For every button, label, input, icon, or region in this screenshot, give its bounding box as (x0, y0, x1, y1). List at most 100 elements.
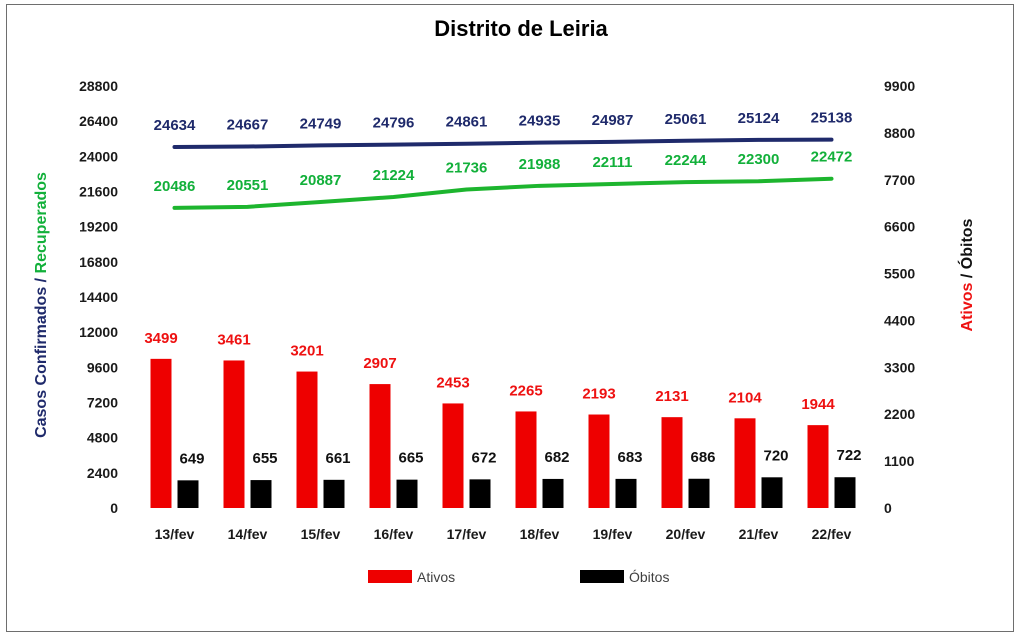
y-left-tick-label: 0 (110, 500, 118, 516)
y-right-tick-label: 9900 (884, 78, 915, 94)
y-right-tick-label: 6600 (884, 219, 915, 235)
ylabel-right-separator: / (959, 269, 976, 282)
bar-obitos (542, 478, 564, 508)
y-left-tick-label: 7200 (87, 395, 118, 411)
line-recuperados (172, 176, 834, 210)
data-label-recuperados: 20551 (227, 177, 269, 194)
data-label-recuperados: 20486 (154, 178, 196, 195)
y-left-tick-label: 21600 (79, 184, 118, 200)
legend: Ativos Óbitos (368, 569, 669, 585)
data-label-obitos: 686 (690, 449, 715, 466)
data-label-confirmados: 25138 (811, 110, 853, 127)
data-label-recuperados: 22300 (738, 151, 780, 168)
data-label-obitos: 665 (398, 450, 423, 467)
x-tick-label: 19/fev (593, 526, 633, 542)
data-label-recuperados: 22111 (592, 154, 632, 171)
data-label-ativos: 3461 (217, 331, 250, 348)
data-label-confirmados: 24796 (373, 115, 415, 132)
data-label-ativos: 2104 (728, 389, 762, 406)
chart-title: Distrito de Leiria (434, 16, 608, 41)
y-left-tick-label: 9600 (87, 359, 118, 375)
data-label-obitos: 720 (763, 447, 788, 464)
x-tick-label: 20/fev (666, 526, 706, 542)
bar-obitos (323, 479, 345, 508)
bar-obitos (615, 478, 637, 508)
data-label-recuperados: 21224 (373, 167, 415, 184)
y-left-tick-label: 4800 (87, 430, 118, 446)
bar-series (150, 358, 856, 508)
data-label-confirmados: 24861 (446, 114, 488, 131)
bar-ativos (442, 403, 464, 508)
bar-ativos (150, 358, 172, 508)
data-label-obitos: 683 (617, 449, 642, 466)
y-right-tick-label: 4400 (884, 312, 915, 328)
y-left-tick-label: 28800 (79, 78, 118, 94)
y-right-tick-label: 1100 (884, 453, 915, 469)
y-left-tick-label: 24000 (79, 148, 118, 164)
data-label-obitos: 661 (325, 450, 350, 467)
bar-ativos (661, 417, 683, 508)
bar-ativos (515, 411, 537, 508)
legend-swatch-obitos (580, 570, 624, 583)
bar-obitos (250, 480, 272, 508)
bar-ativos (296, 371, 318, 508)
data-label-recuperados: 22472 (811, 149, 853, 166)
x-tick-label: 22/fev (812, 526, 852, 542)
y-axis-left-title: Casos Confirmados / Recuperados (33, 172, 50, 438)
x-tick-label: 18/fev (520, 526, 560, 542)
data-label-recuperados: 20887 (300, 172, 342, 189)
legend-swatch-ativos (368, 570, 412, 583)
data-label-obitos: 649 (179, 450, 204, 467)
data-label-ativos: 2907 (363, 355, 396, 372)
data-label-confirmados: 24987 (592, 112, 634, 129)
y-right-tick-label: 7700 (884, 172, 915, 188)
x-tick-label: 13/fev (155, 526, 195, 542)
data-label-ativos: 2453 (436, 374, 469, 391)
y-right-tick-label: 5500 (884, 266, 915, 282)
data-label-confirmados: 25124 (738, 110, 780, 127)
data-label-confirmados: 24749 (300, 115, 342, 132)
y-left-tick-label: 12000 (79, 324, 118, 340)
ylabel-left-separator: / (33, 273, 50, 286)
y-left-tick-label: 16800 (79, 254, 118, 270)
legend-label-ativos: Ativos (417, 569, 455, 585)
x-axis-ticks: 13/fev 14/fev 15/fev 16/fev 17/fev 18/fev 19/f… (155, 526, 852, 542)
y-left-tick-label: 26400 (79, 113, 118, 129)
data-labels: 3499 649 3461 655 3201 661 2907 665 2453 672 2265 6… (144, 110, 861, 468)
bar-ativos (223, 360, 245, 508)
bar-ativos (588, 414, 610, 508)
y-axis-right-title: Ativos / Óbitos (957, 218, 976, 331)
legend-label-obitos: Óbitos (629, 569, 669, 585)
y-right-tick-label: 3300 (884, 359, 915, 375)
data-label-recuperados: 21988 (519, 156, 561, 173)
bar-obitos (834, 477, 856, 508)
ylabel-confirmados: Casos Confirmados (33, 287, 50, 438)
x-tick-label: 14/fev (228, 526, 268, 542)
ylabel-recuperados: Recuperados (33, 172, 50, 273)
data-label-ativos: 2131 (655, 388, 688, 405)
y-left-tick-label: 2400 (87, 465, 118, 481)
line-casos-confirmados (172, 137, 834, 150)
data-label-ativos: 2193 (582, 386, 615, 403)
data-label-ativos: 1944 (801, 396, 835, 413)
line-series (172, 137, 834, 210)
bar-ativos (807, 425, 829, 508)
data-label-obitos: 672 (471, 449, 496, 466)
chart-frame (6, 4, 1014, 632)
data-label-confirmados: 24935 (519, 113, 561, 130)
bar-obitos (396, 479, 418, 508)
bar-obitos (469, 479, 491, 508)
y-right-tick-label: 0 (884, 500, 892, 516)
data-label-confirmados: 24667 (227, 117, 269, 134)
y-left-tick-label: 19200 (79, 219, 118, 235)
bar-obitos (177, 480, 199, 508)
bar-obitos (688, 478, 710, 508)
bar-ativos (369, 384, 391, 508)
y-right-tick-label: 8800 (884, 125, 915, 141)
y-axis-left-ticks: 0 2400 4800 7200 9600 12000 14400 16800 19200 216… (79, 78, 118, 516)
data-label-obitos: 682 (544, 449, 569, 466)
data-label-ativos: 3499 (144, 330, 177, 347)
y-left-tick-label: 14400 (79, 289, 118, 305)
x-tick-label: 15/fev (301, 526, 341, 542)
data-label-confirmados: 24634 (154, 117, 196, 134)
